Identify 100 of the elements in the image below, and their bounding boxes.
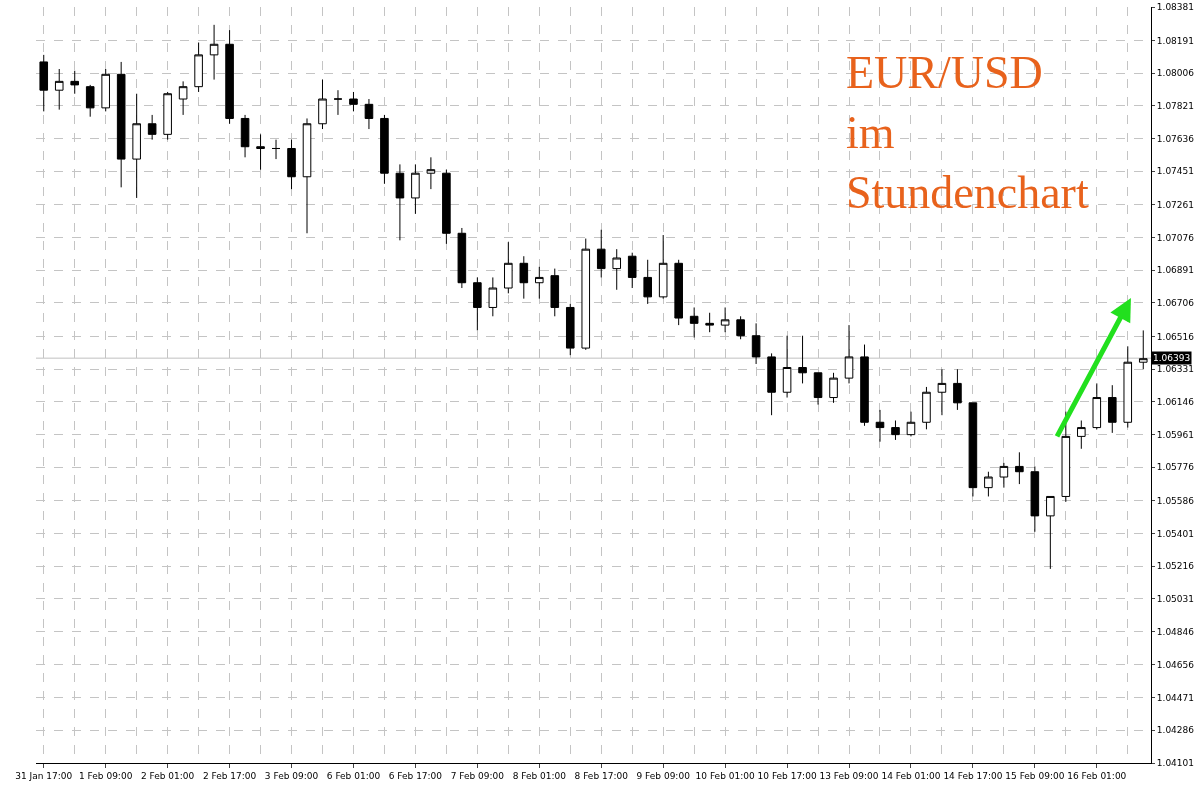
x-tick-label: 8 Feb 17:00 — [574, 770, 629, 781]
candlestick — [860, 344, 869, 427]
x-tick-label: 8 Feb 01:00 — [512, 770, 567, 781]
candlestick — [705, 312, 714, 333]
y-tick-label: 1.06516 — [1156, 331, 1195, 342]
y-tick-label: 1.06331 — [1156, 364, 1195, 375]
candlestick — [1092, 382, 1102, 430]
x-tick-label: 10 Feb 01:00 — [695, 770, 755, 781]
candlestick — [225, 29, 234, 125]
candlestick — [596, 229, 606, 278]
candlestick — [627, 252, 637, 289]
x-tick-label: 14 Feb 01:00 — [881, 770, 941, 781]
candlestick — [442, 169, 451, 245]
candlestick — [132, 93, 141, 199]
candlestick — [473, 276, 482, 331]
candlestick — [54, 68, 64, 111]
y-tick-label: 1.06706 — [1156, 298, 1195, 309]
x-tick-label: 2 Feb 17:00 — [202, 770, 257, 781]
x-tick-label: 6 Feb 01:00 — [326, 770, 381, 781]
candlestick — [240, 114, 250, 158]
candlestick — [488, 276, 498, 317]
candlestick — [767, 352, 776, 416]
x-tick-label: 13 Feb 09:00 — [819, 770, 879, 781]
candlestick — [798, 335, 807, 384]
y-tick-label: 1.07636 — [1156, 133, 1195, 144]
y-tick-label: 1.07261 — [1156, 199, 1195, 210]
candlestick — [643, 259, 652, 305]
candlestick — [318, 79, 327, 130]
candlestick — [1061, 411, 1071, 503]
candlestick — [1123, 345, 1133, 429]
candlestick — [349, 91, 358, 112]
x-tick-label: 2 Feb 01:00 — [140, 770, 195, 781]
candlestick — [922, 386, 931, 430]
x-tick-label: 16 Feb 01:00 — [1067, 770, 1127, 781]
y-tick-label: 1.04101 — [1156, 758, 1195, 769]
ref-line-label: 1.06393 — [1153, 353, 1191, 363]
candlestick — [147, 114, 157, 141]
candlestick — [751, 322, 761, 365]
y-tick-label: 1.05216 — [1156, 561, 1195, 572]
candlestick — [101, 68, 110, 112]
candlestick — [829, 372, 838, 404]
candlestick — [70, 70, 80, 95]
y-tick-label: 1.05961 — [1156, 429, 1195, 440]
candlestick — [875, 409, 885, 443]
candlestick — [736, 315, 745, 340]
y-tick-label: 1.08381 — [1156, 2, 1195, 13]
x-tick-label: 6 Feb 17:00 — [388, 770, 443, 781]
annotation: EUR/USD im Stundenchart — [846, 47, 1089, 218]
y-tick-label: 1.08006 — [1156, 68, 1195, 79]
candlestick — [194, 42, 203, 93]
candlestick — [550, 268, 560, 317]
candlestick — [178, 80, 188, 116]
candlestick — [565, 303, 575, 356]
candlestick — [1077, 420, 1086, 450]
candlestick — [535, 266, 544, 300]
candlestick — [937, 368, 947, 416]
candlestick — [720, 306, 730, 333]
candlestick — [302, 117, 312, 234]
candlestick — [674, 259, 683, 326]
x-tick-label: 31 Jan 17:00 — [15, 770, 73, 781]
candlestick — [1138, 329, 1148, 370]
y-tick-label: 1.08191 — [1156, 35, 1195, 46]
x-tick-label: 7 Feb 09:00 — [450, 770, 505, 781]
candlestick — [689, 306, 699, 338]
x-tick-label: 10 Feb 17:00 — [757, 770, 817, 781]
candlestick — [612, 248, 622, 291]
y-tick-label: 1.04656 — [1156, 660, 1195, 671]
x-tick-label: 14 Feb 17:00 — [943, 770, 1003, 781]
candlestick — [968, 402, 978, 497]
candlestick — [85, 84, 95, 118]
candlestick — [287, 139, 296, 190]
candlestick — [519, 255, 529, 300]
y-tick-label: 1.04846 — [1156, 626, 1195, 637]
candlestick — [411, 163, 420, 215]
y-tick-label: 1.05586 — [1156, 495, 1195, 506]
candlestick — [984, 471, 993, 497]
candlestick — [1107, 384, 1117, 434]
candlestick — [426, 156, 436, 190]
candlestick — [380, 114, 389, 185]
candlestick — [395, 163, 405, 241]
candlestick — [844, 324, 854, 384]
x-tick-label: 1 Feb 09:00 — [79, 770, 133, 781]
candlestick — [163, 91, 172, 141]
candlestick — [906, 411, 916, 437]
x-tick-label: 9 Feb 09:00 — [636, 770, 691, 781]
candlestick — [581, 238, 591, 351]
y-tick-label: 1.05031 — [1156, 593, 1195, 604]
y-tick-label: 1.07821 — [1156, 101, 1195, 112]
candlestick — [209, 24, 219, 81]
candlestick — [256, 133, 265, 171]
candlestick — [1015, 451, 1024, 485]
y-tick-label: 1.04286 — [1156, 725, 1195, 736]
candlestick — [813, 372, 823, 406]
candlestick — [39, 54, 49, 112]
y-tick-label: 1.04471 — [1156, 692, 1195, 703]
y-tick-label: 1.07076 — [1156, 232, 1195, 243]
y-tick-label: 1.06146 — [1156, 396, 1195, 407]
y-tick-label: 1.07451 — [1156, 166, 1195, 177]
candlestick — [782, 335, 792, 399]
candlestick — [457, 227, 467, 289]
